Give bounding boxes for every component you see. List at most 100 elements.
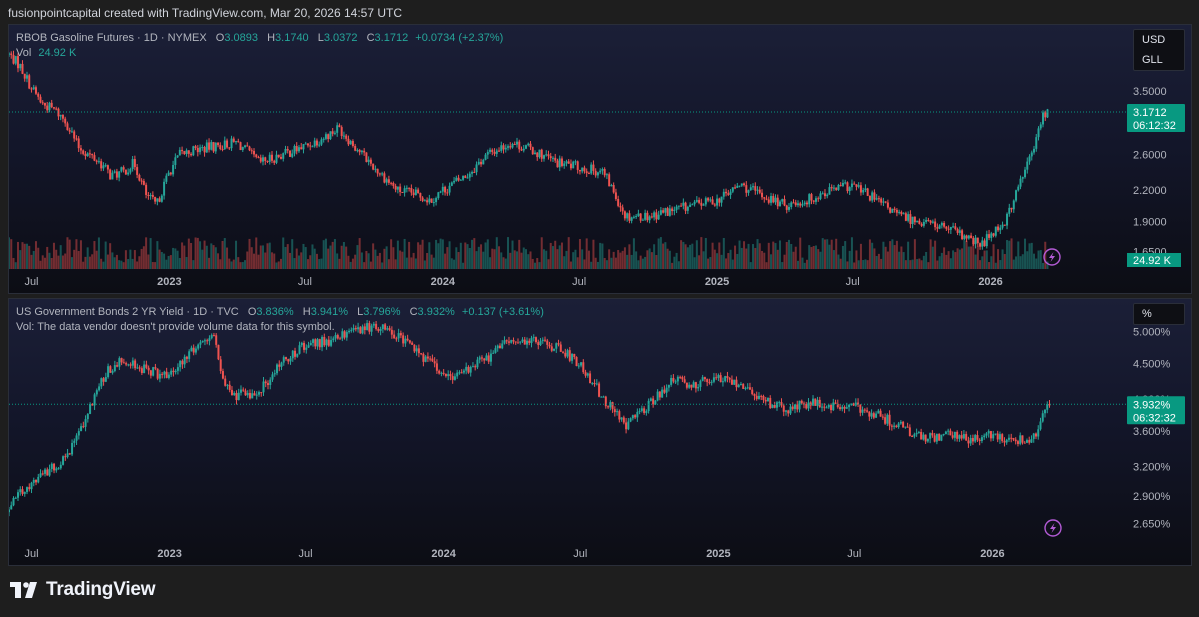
rbob-currency-unit-box[interactable]: USD GLL <box>1133 29 1185 71</box>
candle-body <box>866 188 869 196</box>
volume-bar <box>927 262 930 269</box>
candle-body <box>710 381 713 383</box>
volume-bar <box>120 260 123 269</box>
candle-body <box>138 174 141 181</box>
us2y-symbol-label[interactable]: US Government Bonds 2 YR Yield · 1D · TV… <box>16 306 239 318</box>
candle-body <box>280 362 283 367</box>
candle-body <box>752 186 755 188</box>
candle-body <box>981 240 984 247</box>
candle-body <box>66 123 69 131</box>
candle-body <box>971 438 974 442</box>
candle-body <box>91 404 94 406</box>
volume-bar <box>911 259 914 269</box>
candle-body <box>992 434 995 439</box>
candle-body <box>412 192 415 196</box>
tradingview-logo[interactable]: TradingView <box>10 579 156 601</box>
volume-bar <box>828 244 831 269</box>
candle-body <box>620 417 623 420</box>
volume-bar <box>1030 242 1033 269</box>
candle-body <box>435 363 438 371</box>
candle-body <box>1025 440 1028 443</box>
candle-body <box>181 149 184 152</box>
lightning-icon[interactable] <box>1044 519 1062 537</box>
volume-bar <box>248 238 251 269</box>
candle-body <box>814 398 817 406</box>
candle-body <box>637 213 640 217</box>
candle-body <box>956 229 959 233</box>
volume-bar <box>792 251 795 269</box>
rbob-close-key: C <box>366 32 375 44</box>
x-axis-tick-label: Jul <box>847 548 861 560</box>
candle-body <box>599 170 602 173</box>
us2y-unit-box[interactable]: % <box>1133 303 1185 325</box>
volume-bar <box>972 240 975 269</box>
candle-body <box>113 365 116 372</box>
candle-body <box>390 182 393 184</box>
candle-body <box>699 380 702 387</box>
volume-bar <box>776 249 779 269</box>
candle-body <box>147 194 150 196</box>
us2y-chart-panel[interactable]: Jul 2023 Jul 2024 Jul 2025 Jul 2026 5.000% 4.500%… <box>8 298 1192 566</box>
candle-body <box>632 216 635 218</box>
volume-bar <box>551 246 554 269</box>
candle-body <box>711 199 714 205</box>
rbob-chart-panel[interactable]: Jul 2023 Jul 2024 Jul 2025 Jul 2026 3.5000 2.6000… <box>8 24 1192 294</box>
candle-body <box>960 435 963 439</box>
us2y-unit-label[interactable]: % <box>1142 308 1152 320</box>
rbob-candlestick-chart[interactable]: Jul 2023 Jul 2024 Jul 2025 Jul 2026 3.5000 2.6000… <box>9 25 1191 293</box>
candle-body <box>1030 438 1033 443</box>
candle-body <box>758 189 761 193</box>
candle-body <box>511 143 514 148</box>
candle-body <box>761 192 764 198</box>
candle-body <box>451 376 454 380</box>
candle-body <box>657 214 660 220</box>
volume-bar <box>601 243 604 269</box>
volume-bar <box>725 258 728 269</box>
candle-body <box>239 142 242 151</box>
volume-bar <box>632 238 635 269</box>
candle-body <box>131 360 134 366</box>
candle-body <box>118 171 121 178</box>
volume-bar <box>592 239 595 269</box>
x-axis-tick-label: Jul <box>24 548 38 560</box>
volume-bar <box>958 249 961 269</box>
candle-body <box>233 393 236 396</box>
candle-body <box>462 370 465 373</box>
candle-body <box>57 108 60 117</box>
candle-body <box>617 199 620 206</box>
volume-bar <box>900 246 903 269</box>
rbob-symbol-label[interactable]: RBOB Gasoline Futures · 1D · NYMEX <box>16 32 207 44</box>
candle-body <box>755 395 758 399</box>
volume-bar <box>569 261 572 269</box>
candle-body <box>529 143 532 148</box>
candle-body <box>480 161 483 165</box>
volume-bar <box>73 249 76 269</box>
candle-body <box>640 408 643 411</box>
candle-body <box>916 220 919 223</box>
us2y-candlestick-chart[interactable]: Jul 2023 Jul 2024 Jul 2025 Jul 2026 5.000% 4.500%… <box>9 299 1191 565</box>
candle-body <box>14 497 17 499</box>
lightning-icon[interactable] <box>1043 248 1061 266</box>
candle-body <box>765 198 768 200</box>
volume-bar <box>922 255 925 269</box>
volume-bar <box>628 244 631 269</box>
candle-body <box>630 217 633 221</box>
volume-bar <box>563 256 566 269</box>
volume-bar <box>37 247 40 269</box>
volume-bar <box>653 244 656 269</box>
candle-body <box>548 344 551 347</box>
candle-body <box>322 138 325 140</box>
candle-body <box>23 73 26 79</box>
candle-body <box>945 226 948 229</box>
candle-body <box>77 138 80 149</box>
us2y-high-value: 3.941% <box>310 306 349 318</box>
rbob-unit-label[interactable]: GLL <box>1142 54 1163 66</box>
candle-body <box>700 202 703 206</box>
candle-body <box>722 191 725 197</box>
candle-body <box>503 340 506 344</box>
volume-bar <box>722 237 725 269</box>
volume-bar <box>770 254 773 269</box>
rbob-currency-label[interactable]: USD <box>1142 34 1166 46</box>
candle-body <box>50 102 53 108</box>
us2y-change-value: +0.137 (+3.61%) <box>461 306 544 318</box>
